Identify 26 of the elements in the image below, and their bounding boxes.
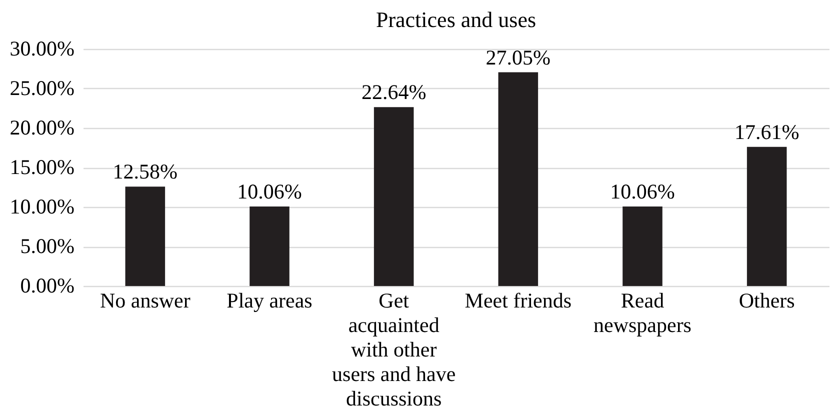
x-tick-label: No answer: [100, 288, 190, 312]
y-tick-label: 10.00%: [10, 194, 74, 218]
data-label: 22.64%: [361, 80, 426, 104]
x-tick-label: Read newspapers: [594, 288, 692, 337]
y-tick-label: 25.00%: [10, 76, 74, 100]
bar: [746, 146, 787, 286]
data-label: 10.06%: [610, 180, 675, 204]
bar: [498, 72, 538, 286]
y-tick-label: 15.00%: [10, 155, 74, 179]
y-tick-label: 0.00%: [20, 274, 74, 298]
chart-title: Practices and uses: [376, 7, 536, 32]
x-tick-label: Get acquainted with other users and have discussions: [332, 288, 456, 410]
bar: [250, 206, 290, 286]
x-tick-label: Play areas: [226, 288, 312, 312]
y-tick-label: 30.00%: [10, 36, 74, 60]
x-tick-label: Others: [738, 288, 795, 312]
bar: [622, 206, 662, 286]
data-label: 27.05%: [486, 45, 551, 70]
y-tick-label: 5.00%: [20, 234, 74, 258]
x-tick-label: Meet friends: [464, 288, 572, 312]
data-label: 17.61%: [734, 120, 800, 144]
bar: [374, 107, 414, 286]
data-label: 10.06%: [237, 180, 302, 204]
data-label: 12.58%: [112, 160, 178, 184]
bar: [125, 186, 166, 286]
y-tick-label: 20.00%: [10, 116, 74, 140]
